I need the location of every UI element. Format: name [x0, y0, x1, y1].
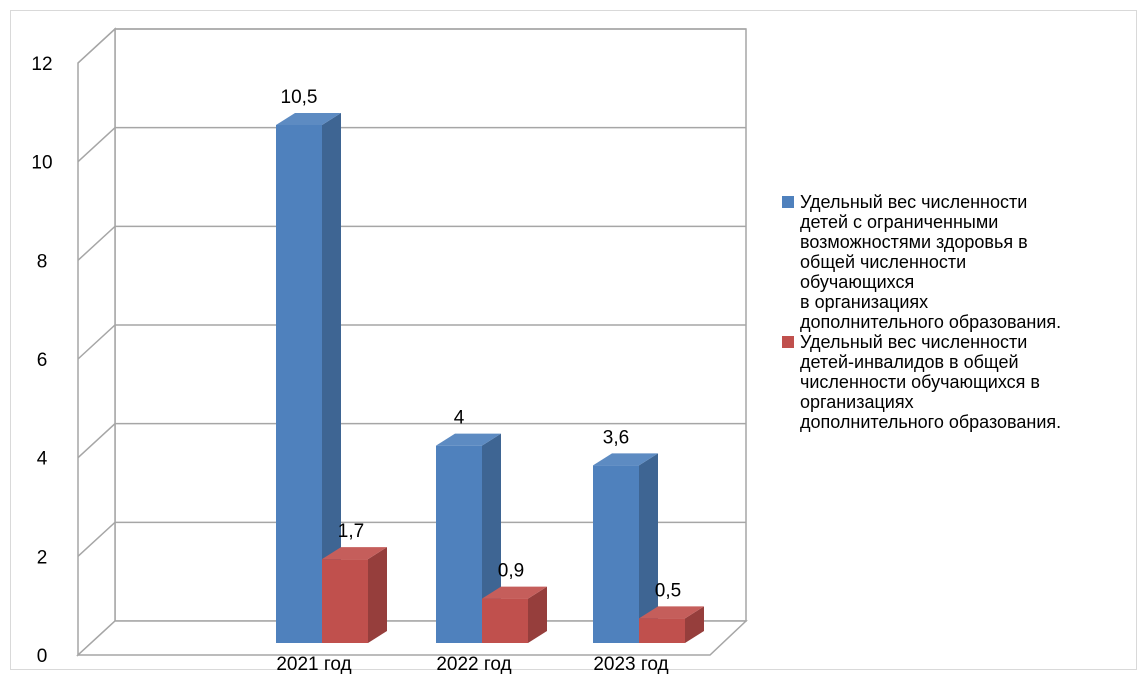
gridline [77, 28, 746, 64]
data-label: 4 [454, 408, 465, 429]
x-tick-label: 2021 год [276, 654, 351, 675]
y-tick-label: 6 [37, 350, 48, 371]
data-label: 1,7 [338, 521, 364, 542]
legend-item: Удельный вес численности детей с огранич… [782, 192, 1148, 332]
y-tick-label: 12 [31, 54, 52, 75]
bar-side-2 [685, 606, 704, 643]
bar-side-2 [528, 586, 547, 643]
bar-top-1 [593, 453, 658, 466]
bar-top-2 [639, 606, 704, 619]
bar-top-1 [436, 433, 501, 446]
bar-top-2 [322, 547, 387, 560]
legend: Удельный вес численности детей с огранич… [782, 192, 1148, 432]
legend-label: Удельный вес численности детей с огранич… [800, 192, 1062, 332]
y-tick-label: 4 [37, 449, 48, 470]
legend-swatch [782, 196, 794, 208]
legend-item: Удельный вес численности детей-инвалидов… [782, 332, 1148, 432]
y-tick-label: 0 [37, 646, 48, 667]
gridline [77, 422, 746, 459]
chart-border [10, 10, 1137, 670]
data-label: 10,5 [281, 87, 318, 108]
bar-series-1 [276, 125, 322, 643]
y-tick-label: 8 [37, 251, 48, 272]
bar-series-2 [322, 559, 368, 643]
legend-label: Удельный вес численности детей-инвалидов… [800, 332, 1062, 432]
gridline [77, 521, 746, 557]
x-tick-label: 2022 год [436, 654, 511, 675]
bar-side-1 [322, 113, 341, 643]
data-label: 0,9 [498, 561, 524, 582]
data-label: 3,6 [603, 427, 629, 448]
bar-side-2 [368, 547, 387, 643]
bar-side-1 [639, 453, 658, 643]
bar-series-2 [482, 598, 528, 643]
gridline [77, 225, 746, 261]
gridline [77, 324, 746, 360]
bar-series-1 [436, 445, 482, 643]
y-tick-label: 2 [37, 547, 48, 568]
floor [76, 620, 748, 656]
bar-series-2 [639, 618, 685, 643]
bar-top-2 [482, 586, 547, 599]
bar-series-1 [593, 465, 639, 643]
legend-swatch [782, 336, 794, 348]
gridline [77, 126, 746, 163]
data-label: 0,5 [655, 580, 681, 601]
bar-top-1 [276, 113, 341, 125]
y-tick-label: 10 [31, 153, 52, 174]
x-tick-label: 2023 год [593, 654, 668, 675]
